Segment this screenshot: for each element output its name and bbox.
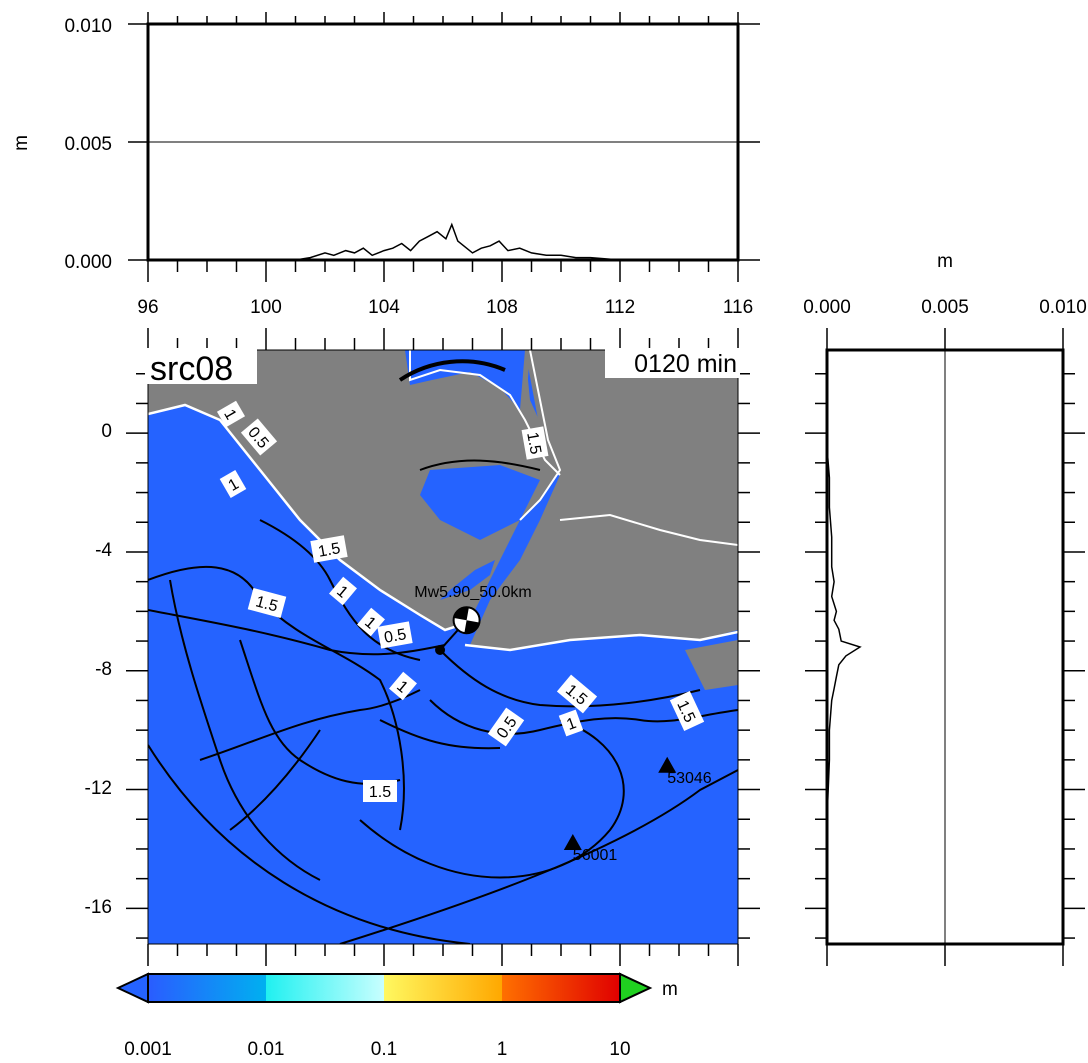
- station-triangle-icon: [563, 834, 582, 851]
- contour-label-box: [247, 587, 287, 619]
- top-xtick-108: 108: [486, 297, 518, 318]
- right-xtick-0005: 0.005: [921, 297, 969, 318]
- colorbar-high-arrow: [619, 972, 653, 1004]
- contour-label-box: [389, 671, 417, 701]
- colorbar: m 0.001 0.01 0.1 1 10: [115, 972, 678, 1060]
- contour-label-box: [487, 707, 525, 747]
- map-ytick-m4: -4: [95, 540, 112, 561]
- top-ytick-0000: 0.000: [64, 252, 112, 273]
- sumatra-landmass: [148, 350, 560, 630]
- station-label: 53046: [667, 770, 712, 787]
- contour-label-box: [219, 469, 247, 499]
- contour-label-box: [357, 607, 385, 637]
- time-label-box: [605, 348, 740, 378]
- map-ytick-0: 0: [101, 421, 112, 442]
- right-xtick-0010: 0.010: [1039, 297, 1087, 318]
- contour-label-box: [521, 426, 549, 460]
- station-triangle-icon: [658, 756, 677, 773]
- contour-inner-arc: [359, 719, 625, 879]
- station-label: 56001: [573, 847, 618, 864]
- map-panel: 1 0.5 1 1.5 1.5 1 1 0.5 1 1.5 1.5 0.5 1: [85, 328, 760, 966]
- contour-label-05b: 0.5: [383, 626, 408, 647]
- contour-south-1: [439, 649, 701, 708]
- map-ytick-m8: -8: [95, 659, 112, 680]
- top-xtick-116: 116: [723, 297, 753, 318]
- contour-label-15e: 1.5: [369, 784, 391, 801]
- colorbar-segment-4: [502, 974, 620, 1002]
- colorbar-tick-10: 10: [609, 1039, 630, 1060]
- borneo-java-landmass: [470, 350, 738, 650]
- top-panel-ylabel: m: [11, 135, 32, 151]
- time-label: 0120 min: [634, 350, 737, 378]
- colorbar-unit: m: [662, 979, 678, 1000]
- top-panel: m 0.010 0.005 0.000 96 100 104 108 112 1…: [11, 12, 760, 318]
- contour-label-box: [310, 535, 348, 563]
- right-panel-ticks: [805, 328, 1085, 966]
- contour-west-6: [229, 729, 321, 831]
- contour-label-box: [329, 576, 357, 606]
- top-panel-ticks: [128, 12, 760, 282]
- source-label-box: [145, 348, 257, 384]
- colorbar-tick-0001: 0.001: [124, 1039, 172, 1060]
- top-xtick-100: 100: [250, 297, 282, 318]
- stations: 53046 56001: [563, 756, 712, 864]
- contour-west-5: [148, 609, 446, 656]
- event-label: Mw5.90_50.0km: [414, 584, 531, 601]
- right-xtick-0000: 0.000: [803, 297, 851, 318]
- contour-outer-arc: [148, 744, 471, 944]
- contour-label-15b: 1.5: [254, 593, 280, 615]
- thick-coast-segment: [398, 359, 506, 382]
- right-panel: m 0.000 0.005 0.010: [803, 251, 1087, 966]
- contour-label-15a: 1.5: [317, 540, 342, 561]
- colorbar-low-arrow: [115, 972, 149, 1004]
- top-xtick-112: 112: [605, 297, 635, 318]
- top-panel-series-line: [148, 222, 738, 261]
- right-panel-series-line: [826, 447, 862, 939]
- contour-south-3: [379, 719, 501, 750]
- top-xtick-96: 96: [137, 297, 158, 318]
- colorbar-segment-1: [148, 974, 266, 1002]
- top-ytick-0010: 0.010: [64, 16, 112, 37]
- map-ytick-m16: -16: [85, 897, 112, 918]
- contour-label-box: [377, 621, 413, 649]
- contour-label-box: [669, 690, 705, 732]
- source-point-marker: [435, 644, 446, 655]
- contour-label-box: [240, 418, 278, 456]
- top-ytick-0005: 0.005: [64, 134, 112, 155]
- colorbar-tick-001: 0.01: [248, 1039, 285, 1060]
- focal-mechanism-icon: [452, 606, 481, 635]
- borneo-south-coastline: [559, 513, 738, 546]
- sunda-strait-water: [440, 560, 495, 600]
- contour-label-box: [556, 674, 598, 714]
- map-ytick-m12: -12: [85, 778, 112, 799]
- colorbar-segment-3: [384, 974, 502, 1002]
- colorbar-tick-01: 0.1: [371, 1039, 397, 1060]
- source-label: src08: [150, 350, 233, 388]
- right-panel-xlabel: m: [937, 251, 953, 272]
- map-ticks: [126, 328, 760, 966]
- contour-label-box: [363, 780, 397, 802]
- east-java-landmass: [685, 640, 738, 690]
- colorbar-tick-1: 1: [497, 1039, 508, 1060]
- contour-label-group: 1 0.5 1 1.5 1.5 1 1 0.5 1 1.5 1.5 0.5 1: [216, 400, 705, 802]
- contour-label-box: [216, 400, 246, 428]
- java-coastline: [464, 630, 738, 652]
- contour-west-2: [169, 579, 321, 881]
- top-xtick-104: 104: [368, 297, 400, 318]
- colorbar-segment-2: [266, 974, 384, 1002]
- contour-label-box: [558, 709, 584, 737]
- java-sea-water: [420, 465, 540, 540]
- contour-java-sea: [419, 459, 541, 471]
- contour-mid: [199, 689, 421, 761]
- contour-label-15f: 1.5: [523, 431, 544, 456]
- contour-west-1: [148, 565, 405, 831]
- borneo-coastline: [519, 350, 562, 521]
